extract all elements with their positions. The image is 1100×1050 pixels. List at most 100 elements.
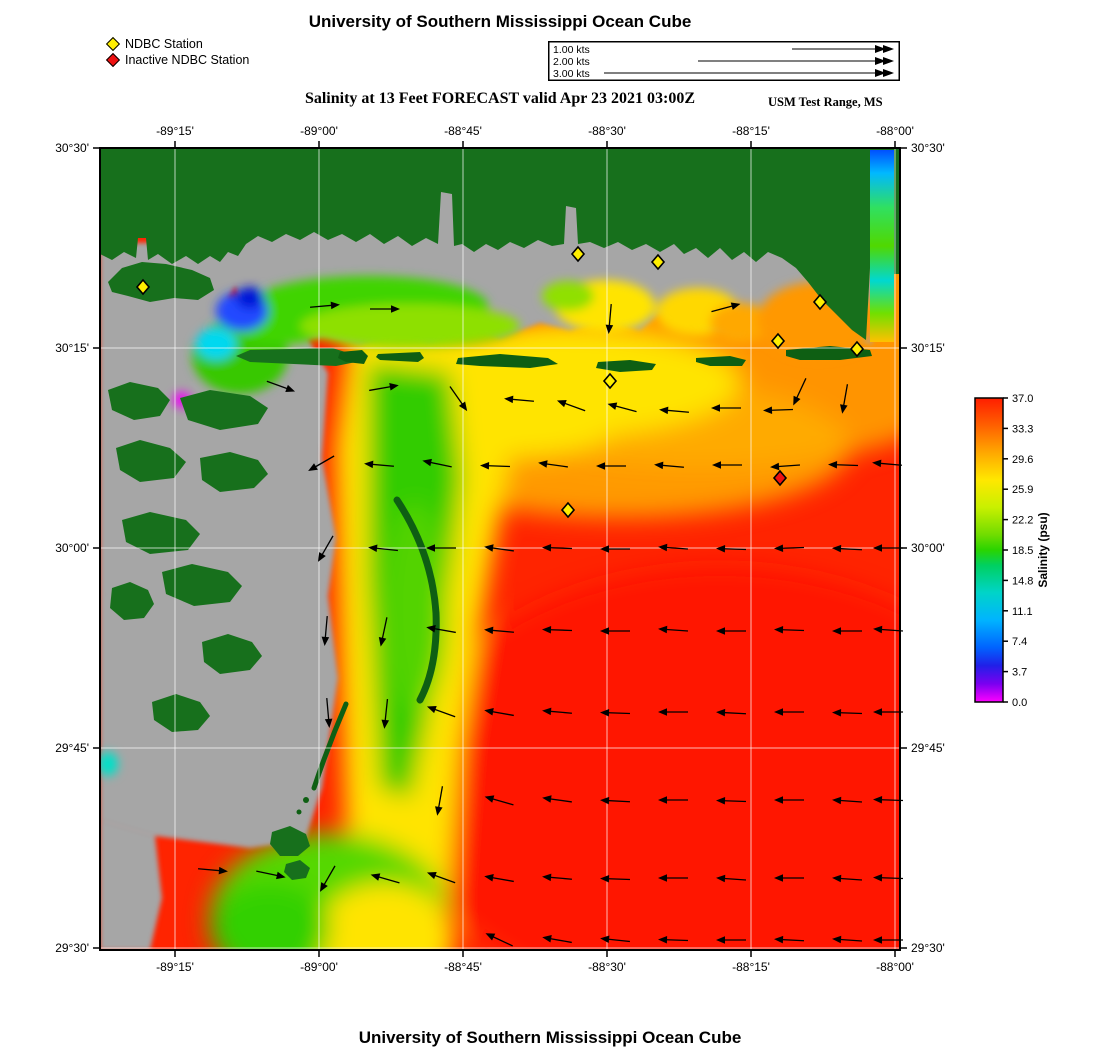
current-vector-head (484, 708, 494, 716)
lat-label: 30°30' (55, 141, 89, 155)
ndbc-station-marker (770, 332, 786, 350)
ndbc-station-marker (849, 340, 865, 358)
current-vector-head (774, 796, 783, 804)
current-vector-head (605, 324, 614, 334)
colorbar-tick-label: 14.8 (1012, 575, 1033, 587)
current-vector-head (711, 404, 720, 412)
current-vector (324, 615, 328, 642)
current-vector (877, 628, 904, 632)
current-vector (604, 711, 631, 715)
current-vector (546, 628, 573, 632)
scale-label-1kt: 1.00 kts (553, 44, 590, 56)
page-title: University of Southern Mississippi Ocean… (308, 12, 692, 31)
lon-label: -88°00' (876, 960, 914, 974)
current-vector-head (872, 459, 882, 468)
current-vector-head (774, 625, 784, 634)
current-vector (484, 464, 511, 468)
ndbc-station-marker (135, 278, 151, 296)
current-vector-head (330, 301, 340, 310)
current-vector (489, 876, 514, 883)
current-vector-head (480, 461, 490, 470)
current-vector (319, 535, 334, 558)
current-vector-head (556, 400, 567, 408)
scale-arrows (604, 45, 894, 77)
current-vector (369, 385, 394, 392)
current-vector-head (654, 461, 664, 470)
current-vector-head (538, 460, 548, 468)
ndbc-station-marker (560, 501, 576, 519)
current-vector-head (600, 627, 609, 635)
current-vector-head (832, 544, 842, 553)
current-vector-head (712, 461, 721, 469)
current-vector-head (364, 460, 374, 469)
current-vector-head (308, 463, 318, 471)
current-vector-head (318, 552, 326, 562)
current-vector (877, 798, 904, 802)
current-vector-head (658, 935, 668, 944)
current-vector-head (600, 545, 609, 553)
current-vector-head (716, 874, 726, 883)
legend-label: NDBC Station (125, 37, 203, 51)
colorbar-tick-label: 18.5 (1012, 545, 1033, 557)
current-vector (711, 304, 736, 313)
colorbar-tick-label: 33.3 (1012, 423, 1033, 435)
lat-label: 30°00' (911, 541, 945, 555)
ndbc-station-marker (650, 253, 666, 271)
current-vector-head (484, 544, 494, 552)
current-vector (794, 378, 807, 402)
lon-label: -88°00' (876, 124, 914, 138)
current-vector-head (832, 874, 842, 883)
current-vector (256, 870, 281, 877)
current-vector-head (730, 302, 741, 310)
mobile-bay-water (870, 150, 894, 342)
lat-label: 30°15' (911, 341, 945, 355)
current-vector-head (426, 706, 437, 714)
salinity-map-figure: -89°15' -89°15' -89°00' -89°00' -88°45' -88°4… (55, 124, 1050, 974)
current-vector (842, 384, 849, 409)
colorbar-tick-label: 37.0 (1012, 393, 1033, 405)
current-vector-head (426, 872, 437, 880)
current-vector-head (832, 627, 841, 635)
chandeleur-islands (393, 496, 440, 704)
lon-label: -88°15' (732, 124, 770, 138)
scale-arrow-head (875, 57, 886, 65)
colorbar-tick-label: 0.0 (1012, 697, 1027, 709)
current-vector (431, 627, 456, 634)
current-vector-head (770, 462, 780, 471)
current-vector-head (542, 935, 552, 943)
current-vector-head (368, 544, 378, 553)
current-vector (508, 398, 535, 402)
current-vector-head (370, 873, 381, 881)
current-vector-head (774, 935, 784, 944)
current-vector-head (600, 796, 610, 805)
current-vector-head (658, 874, 667, 882)
colorbar-tick-label: 11.1 (1012, 606, 1033, 618)
scale-arrow-head (875, 69, 886, 77)
current-vector-head (484, 626, 494, 635)
ndbc-station-marker (570, 245, 586, 263)
current-vector (368, 463, 395, 467)
colorbar-tick-label: 25.9 (1012, 484, 1033, 496)
current-vector-head (542, 873, 552, 882)
current-vector (489, 934, 513, 947)
current-vector-head (873, 544, 882, 552)
current-vector (662, 628, 689, 632)
current-vector (561, 401, 586, 412)
current-vector-head (659, 406, 669, 415)
current-vector (778, 628, 805, 632)
current-vector (543, 462, 568, 468)
current-vector (604, 877, 631, 881)
current-vector-head (774, 708, 783, 716)
current-vector (836, 938, 863, 942)
legend-item-inactive-ndbc: Inactive NDBC Station (105, 52, 249, 68)
scale-label-2kt: 2.00 kts (553, 56, 590, 68)
current-vector (836, 799, 863, 803)
current-vector-head (381, 719, 390, 729)
lat-label: 30°15' (55, 341, 89, 355)
current-vector (489, 710, 514, 717)
current-vector (372, 547, 398, 552)
region-label: USM Test Range, MS (768, 95, 883, 109)
current-vector (720, 711, 747, 715)
lon-label: -88°45' (444, 960, 482, 974)
current-vector (836, 877, 863, 881)
